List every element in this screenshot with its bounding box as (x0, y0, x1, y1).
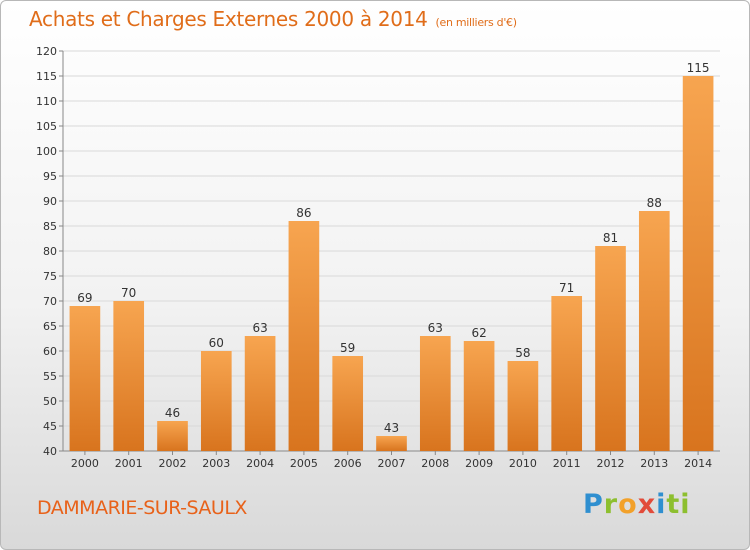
data-label: 70 (121, 286, 136, 300)
x-tick-label: 2014 (684, 457, 712, 470)
y-tick-label: 80 (43, 245, 57, 258)
y-tick-label: 100 (36, 145, 57, 158)
data-label: 58 (515, 346, 530, 360)
bar-2006 (332, 356, 364, 451)
y-tick-label: 75 (43, 270, 57, 283)
data-label: 69 (77, 291, 92, 305)
y-tick-label: 50 (43, 395, 57, 408)
data-label: 43 (384, 421, 399, 435)
x-tick-label: 2001 (115, 457, 143, 470)
x-tick-label: 2007 (378, 457, 406, 470)
bar-2012 (595, 246, 626, 451)
x-tick-label: 2005 (290, 457, 318, 470)
data-label: 86 (296, 206, 311, 220)
bar-2003 (200, 351, 232, 451)
data-label: 63 (252, 321, 267, 335)
y-tick-label: 105 (36, 120, 57, 133)
bar-2009 (463, 341, 495, 451)
y-tick-label: 65 (43, 320, 57, 333)
bar-2008 (419, 336, 451, 451)
y-tick-label: 45 (43, 420, 57, 433)
bar-2001 (113, 301, 145, 451)
bar-2010 (507, 361, 539, 451)
y-tick-label: 40 (43, 445, 57, 458)
bar-2014 (682, 76, 714, 451)
x-tick-label: 2010 (509, 457, 537, 470)
chart-unit: (en milliers d'€) (435, 16, 517, 29)
x-tick-label: 2013 (640, 457, 668, 470)
x-tick-label: 2002 (159, 457, 187, 470)
commune-name: DAMMARIE-SUR-SAULX (37, 497, 247, 519)
bar-2011 (551, 296, 583, 451)
data-label: 62 (471, 326, 486, 340)
y-tick-label: 60 (43, 345, 57, 358)
data-label: 81 (603, 231, 618, 245)
y-tick-label: 90 (43, 195, 57, 208)
data-label: 63 (428, 321, 443, 335)
y-tick-label: 115 (36, 70, 57, 83)
data-label: 115 (687, 61, 710, 75)
y-tick-label: 70 (43, 295, 57, 308)
x-tick-label: 2012 (597, 457, 625, 470)
x-tick-label: 2009 (465, 457, 493, 470)
x-tick-label: 2011 (553, 457, 581, 470)
data-label: 88 (647, 196, 662, 210)
x-tick-label: 2003 (202, 457, 230, 470)
y-tick-label: 120 (36, 45, 57, 58)
y-tick-label: 110 (36, 95, 57, 108)
bar-2007 (376, 436, 407, 451)
bar-2005 (288, 221, 320, 451)
y-tick-label: 95 (43, 170, 57, 183)
y-tick-label: 55 (43, 370, 57, 383)
y-tick-label: 85 (43, 220, 57, 233)
bar-2002 (157, 421, 188, 451)
proxiti-logo: Proxiti (583, 489, 691, 520)
x-tick-label: 2004 (246, 457, 274, 470)
data-label: 71 (559, 281, 574, 295)
x-tick-label: 2000 (71, 457, 99, 470)
bar-2000 (69, 306, 101, 451)
x-tick-label: 2008 (421, 457, 449, 470)
data-label: 60 (209, 336, 224, 350)
data-label: 46 (165, 406, 180, 420)
x-tick-label: 2006 (334, 457, 362, 470)
chart-title: Achats et Charges Externes 2000 à 2014 (e… (29, 7, 517, 31)
data-label: 59 (340, 341, 355, 355)
bar-2004 (244, 336, 276, 451)
bar-2013 (638, 211, 670, 451)
